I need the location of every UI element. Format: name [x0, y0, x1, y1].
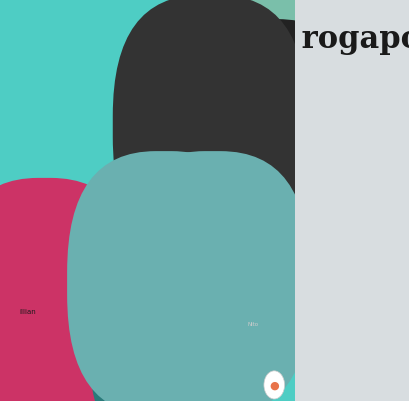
FancyBboxPatch shape	[67, 152, 260, 401]
Text: ●: ●	[269, 380, 279, 390]
FancyBboxPatch shape	[153, 0, 369, 297]
FancyBboxPatch shape	[112, 0, 306, 258]
FancyBboxPatch shape	[101, 0, 327, 309]
Text: Nito: Nito	[247, 321, 258, 326]
Text: %b: %b	[177, 368, 194, 378]
FancyBboxPatch shape	[147, 143, 361, 401]
FancyBboxPatch shape	[0, 0, 143, 245]
Text: 60%: 60%	[71, 193, 107, 208]
FancyBboxPatch shape	[0, 10, 180, 290]
FancyBboxPatch shape	[158, 20, 347, 279]
Text: Land: Land	[192, 51, 220, 61]
Text: 188.84: 188.84	[3, 367, 51, 379]
Polygon shape	[187, 74, 242, 104]
FancyBboxPatch shape	[0, 10, 118, 290]
Text: FaClit: FaClit	[177, 196, 207, 205]
FancyBboxPatch shape	[65, 143, 317, 401]
FancyBboxPatch shape	[89, 181, 285, 401]
FancyBboxPatch shape	[0, 136, 139, 401]
Text: illian: illian	[19, 308, 36, 314]
Text: 409%: 409%	[71, 365, 118, 381]
FancyBboxPatch shape	[101, 0, 327, 267]
Polygon shape	[187, 68, 242, 104]
FancyBboxPatch shape	[0, 0, 195, 245]
FancyBboxPatch shape	[116, 152, 308, 401]
FancyBboxPatch shape	[0, 178, 130, 401]
FancyBboxPatch shape	[0, 178, 139, 401]
FancyBboxPatch shape	[0, 0, 169, 245]
Text: 46%: 46%	[224, 365, 260, 381]
Circle shape	[263, 371, 284, 399]
FancyBboxPatch shape	[0, 136, 125, 401]
Text: 55%: 55%	[147, 367, 177, 379]
Text: 7.7%: 7.7%	[147, 194, 182, 207]
Text: position: position	[24, 196, 67, 205]
Text: 84.3%: 84.3%	[3, 194, 46, 207]
Polygon shape	[151, 231, 231, 263]
FancyBboxPatch shape	[0, 136, 100, 401]
FancyBboxPatch shape	[176, 20, 365, 279]
Text: Modafigiment of rogapoi: Modafigiment of rogapoi	[6, 24, 409, 55]
FancyBboxPatch shape	[151, 168, 355, 401]
Polygon shape	[3, 79, 113, 180]
Text: Cinesto: Cinesto	[16, 51, 60, 61]
FancyBboxPatch shape	[0, 136, 162, 401]
Text: 90%: 90%	[224, 193, 260, 208]
FancyBboxPatch shape	[0, 100, 162, 377]
FancyBboxPatch shape	[0, 10, 149, 290]
